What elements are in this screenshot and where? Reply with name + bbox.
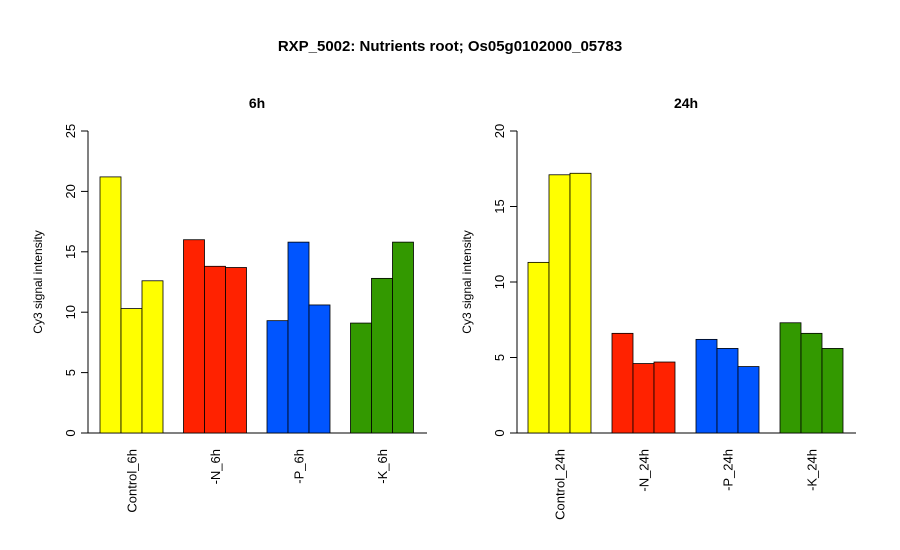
bar [183,239,205,434]
bar [350,322,372,434]
bar [737,366,760,434]
x-tick-label: Control_6h [125,449,140,513]
bar [632,363,655,434]
y-axis-label-6h: Cy3 signal intensity [31,230,45,333]
bar [695,338,718,434]
y-tick-label: 0 [492,429,507,436]
bar [779,322,802,434]
y-tick-label: 20 [492,124,507,138]
y-tick-label: 10 [63,305,78,319]
bar [120,308,143,434]
bar [653,361,676,434]
x-tick-label: -K_6h [375,449,390,484]
bar [548,174,571,434]
panel-title-6h: 6h [249,95,265,111]
bar [527,261,550,434]
x-tick-label: -P_6h [292,449,307,484]
y-tick-label: 5 [63,369,78,376]
panel-title-24h: 24h [674,95,698,111]
y-tick-label: 5 [492,354,507,361]
y-tick-label: 10 [492,275,507,289]
bar [569,172,592,434]
bar [800,332,823,434]
y-tick-label: 25 [63,124,78,138]
y-tick-label: 20 [63,184,78,198]
x-tick-label: -N_6h [208,449,223,484]
figure-title: RXP_5002: Nutrients root; Os05g0102000_0… [277,38,623,55]
bar [99,176,122,434]
x-tick-label: -K_24h [805,449,820,491]
bar [821,348,844,434]
bar [716,348,739,434]
y-tick-label: 15 [492,199,507,213]
x-tick-label: -N_24h [637,449,652,492]
x-tick-label: -P_24h [721,449,736,491]
bar [308,304,331,434]
panel-24h: 24h Cy3 signal intensity 0 5 10 15 20 Control… [460,95,856,520]
bar [371,277,393,434]
bar [392,241,414,434]
panel-6h: 6h Cy3 signal intensity 0 5 10 15 20 25 Contro… [31,95,427,513]
bar [266,320,289,434]
y-tick-label: 0 [63,429,78,436]
bar [204,265,226,434]
y-axis-label-24h: Cy3 signal intensity [460,230,474,333]
bar [225,267,247,434]
x-tick-label: Control_24h [553,449,568,520]
bar [141,280,164,434]
bar [611,332,634,434]
bar [287,241,310,434]
y-tick-label: 15 [63,245,78,259]
